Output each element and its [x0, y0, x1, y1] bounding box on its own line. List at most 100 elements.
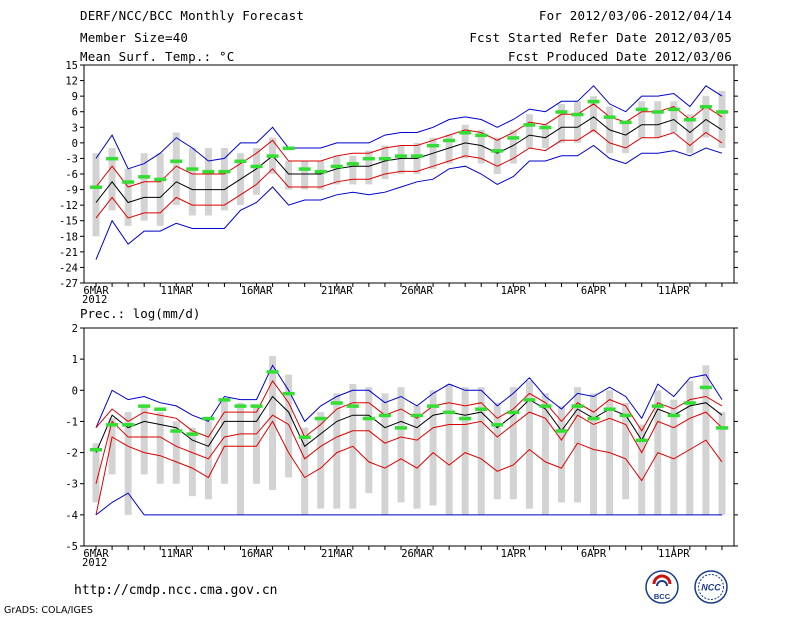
observation-mark	[715, 110, 728, 114]
observation-mark	[667, 413, 680, 418]
observation-mark	[122, 180, 135, 184]
y-tick-label: 0	[72, 385, 78, 397]
ensemble-box	[172, 132, 180, 206]
y-tick-label: -24	[59, 262, 78, 274]
observation-mark	[394, 426, 407, 430]
ensemble-box	[477, 387, 485, 515]
y-tick-label: 2	[72, 323, 78, 335]
ensemble-box	[477, 129, 485, 164]
observation-mark	[186, 167, 199, 171]
plot-frame	[83, 327, 735, 547]
ensemble-box	[381, 393, 389, 515]
y-tick-label: 12	[65, 76, 78, 88]
observation-mark	[90, 185, 103, 189]
observation-mark	[202, 416, 215, 421]
ensemble-box	[333, 393, 341, 509]
year-label: 2012	[82, 557, 107, 569]
observation-mark	[523, 123, 536, 127]
observation-mark	[635, 438, 648, 443]
y-tick-label: -3	[65, 153, 78, 165]
observation-mark	[491, 149, 504, 153]
observation-mark	[138, 175, 151, 179]
ensemble-box	[156, 153, 164, 226]
observation-mark	[587, 99, 600, 104]
ensemble-box	[301, 427, 309, 515]
ensemble-box	[509, 129, 517, 164]
ensemble-box	[236, 402, 244, 515]
ensemble-box	[188, 427, 196, 497]
ensemble-box	[686, 380, 694, 515]
svg-text:NCC: NCC	[701, 583, 721, 593]
observation-mark	[491, 423, 504, 427]
ensemble-box	[413, 405, 421, 509]
ensemble-box	[638, 101, 646, 138]
ensemble-box	[574, 387, 582, 503]
y-tick-label: -4	[65, 510, 78, 522]
ensemble-box	[124, 168, 132, 226]
ensemble-box	[124, 412, 132, 515]
ensemble-box	[461, 387, 469, 515]
x-tick-label: 1APR	[501, 285, 527, 297]
ensemble-box	[557, 405, 565, 503]
y-tick-label: -15	[59, 216, 78, 228]
ensemble-box	[301, 161, 309, 190]
y-tick-label: -5	[65, 541, 78, 553]
observation-mark	[443, 138, 456, 143]
observation-mark	[90, 447, 103, 452]
ensemble-box	[108, 418, 116, 475]
y-tick-label: 0	[72, 138, 78, 150]
ensemble-box	[525, 114, 533, 149]
ensemble-box	[557, 103, 565, 143]
ensemble-box	[509, 387, 517, 500]
observation-mark	[346, 162, 359, 166]
observation-mark	[138, 404, 151, 408]
min-line	[95, 492, 722, 516]
ensemble-box	[541, 124, 549, 149]
observation-mark	[106, 156, 119, 161]
ensemble-box	[253, 405, 261, 484]
observation-mark	[330, 164, 343, 169]
observation-mark	[443, 410, 456, 415]
ensemble-box	[461, 124, 469, 159]
y-tick-label: -6	[65, 169, 78, 181]
mean-minus-sd-line	[95, 411, 723, 484]
ensemble-box	[188, 148, 196, 216]
ensemble-box	[381, 145, 389, 180]
max-line	[95, 85, 723, 170]
observation-mark	[170, 429, 183, 433]
observation-mark	[250, 164, 263, 169]
x-tick-label: 26MAR	[401, 548, 433, 560]
ensemble-box	[718, 412, 726, 515]
x-tick-label: 6MAR	[83, 548, 109, 560]
observation-mark	[394, 154, 407, 158]
ensemble-box	[622, 122, 630, 154]
bcc-logo: BCC	[645, 570, 679, 604]
panel-title: Prec.: log(mm/d)	[80, 306, 200, 321]
observation-mark	[539, 404, 552, 408]
source-url[interactable]: http://cmdp.ncc.cma.gov.cn	[74, 583, 278, 598]
panel-temperature: 15 12 9 6 3 0 -3 -6 -9 -12 -15 -18 -21 -24 -27 6MAR 11MA…	[59, 60, 738, 306]
ensemble-box	[590, 393, 598, 515]
ensemble-box	[493, 402, 501, 500]
y-tick-label: -21	[59, 247, 78, 259]
x-tick-label: 11APR	[658, 285, 690, 297]
observation-mark	[507, 136, 520, 140]
ensemble-box	[285, 374, 293, 478]
observation-mark	[715, 426, 728, 430]
observation-mark	[250, 404, 263, 408]
observation-mark	[427, 404, 440, 408]
ensemble-box	[156, 412, 164, 484]
observation-mark	[346, 404, 359, 408]
ensemble-box	[92, 443, 100, 503]
observation-mark	[635, 107, 648, 112]
observation-mark	[218, 398, 231, 402]
y-tick-label: 6	[72, 107, 78, 119]
ensemble-box	[92, 153, 100, 237]
ensemble-box	[638, 424, 646, 515]
ensemble-box	[525, 380, 533, 509]
max-line	[95, 364, 723, 428]
ensemble-box	[574, 101, 582, 143]
observation-mark	[106, 423, 119, 427]
y-tick-label: -3	[65, 479, 78, 491]
